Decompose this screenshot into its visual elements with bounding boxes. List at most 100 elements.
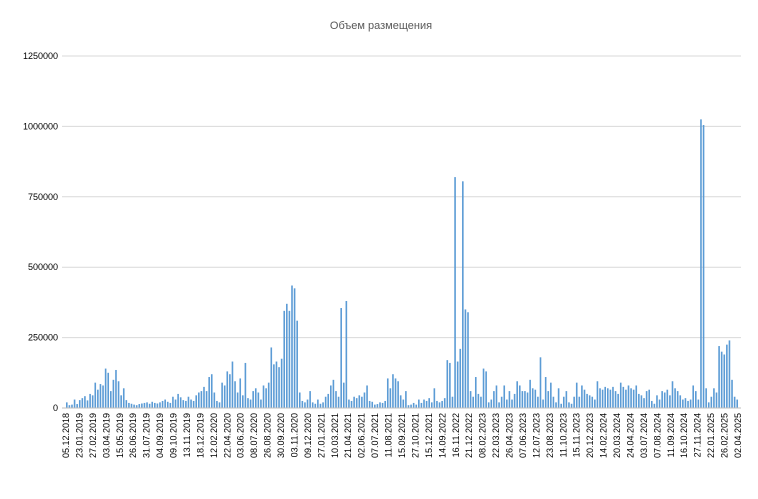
bar: [552, 396, 555, 408]
bar: [643, 398, 645, 408]
bar: [332, 379, 335, 408]
bar: [86, 400, 89, 408]
bar: [539, 357, 542, 408]
x-tick-label: 21.04.2021: [343, 413, 353, 458]
bar: [135, 405, 138, 408]
x-tick-label: 27.10.2021: [410, 413, 420, 458]
bar: [521, 391, 524, 408]
bar: [177, 393, 179, 408]
bar: [273, 364, 275, 408]
bar: [689, 399, 692, 408]
bar: [280, 358, 283, 408]
x-tick-label: 23.01.2019: [74, 413, 84, 458]
bar: [399, 395, 402, 408]
bar: [604, 386, 606, 408]
bar: [529, 379, 531, 408]
bar: [430, 402, 433, 408]
bar: [480, 396, 482, 408]
bar: [599, 388, 601, 408]
bar: [138, 404, 141, 408]
bar: [733, 396, 736, 408]
bar: [122, 388, 125, 408]
bar: [376, 404, 379, 408]
bar: [278, 367, 280, 408]
bar: [309, 391, 311, 408]
x-tick-label: 12.07.2023: [531, 413, 541, 458]
x-tick-label: 09.10.2019: [169, 413, 179, 458]
y-tick-label: 1000000: [23, 121, 58, 131]
bar: [531, 388, 534, 408]
bar: [374, 404, 376, 408]
bar: [324, 396, 327, 408]
bar: [682, 399, 684, 408]
bar: [203, 386, 205, 408]
bar: [495, 385, 498, 408]
bar: [472, 396, 474, 408]
bar: [392, 374, 394, 408]
x-tick-label: 31.07.2019: [142, 413, 152, 458]
bar: [692, 385, 695, 408]
bar: [498, 402, 500, 408]
x-tick-label: 16.11.2022: [451, 413, 461, 457]
x-tick-label: 03.11.2020: [289, 413, 299, 457]
bar: [490, 399, 493, 408]
bar: [381, 402, 384, 408]
x-tick-label: 03.04.2019: [101, 413, 111, 458]
bar: [526, 392, 529, 408]
bar: [151, 401, 154, 408]
bar: [187, 396, 190, 408]
bar: [707, 402, 710, 408]
bar: [192, 400, 195, 408]
x-tick-label: 11.08.2021: [384, 413, 394, 457]
bar: [335, 391, 337, 408]
bar: [311, 402, 314, 408]
bar: [146, 402, 148, 408]
bar: [205, 391, 208, 408]
x-tick-label: 16.10.2024: [679, 413, 689, 458]
x-tick-label: 30.09.2020: [276, 413, 286, 458]
bar: [477, 393, 480, 408]
bar: [236, 392, 239, 408]
bar: [653, 403, 656, 408]
bar: [386, 378, 389, 408]
x-tick-label: 23.08.2023: [545, 413, 555, 458]
x-tick-label: 26.08.2020: [263, 413, 273, 458]
bar: [286, 303, 288, 408]
bar: [731, 379, 733, 408]
bar: [625, 389, 627, 408]
x-tick-label: 03.06.2020: [236, 413, 246, 458]
bar: [640, 395, 643, 408]
x-tick-label: 13.11.2019: [182, 413, 192, 457]
bar: [254, 388, 257, 408]
x-tick-label: 24.04.2024: [625, 413, 635, 458]
bar: [606, 388, 609, 408]
bar: [622, 386, 625, 408]
y-tick-label: 500000: [28, 262, 58, 272]
bar: [361, 396, 363, 408]
bar: [407, 405, 410, 408]
bar: [596, 381, 599, 408]
y-axis-ticks: 0 250000 500000 750000 1000000 1250000: [23, 51, 58, 413]
bar: [231, 361, 234, 408]
bar: [133, 404, 135, 408]
bar: [174, 399, 177, 408]
bar: [81, 398, 84, 408]
bar: [262, 385, 265, 408]
bar: [658, 399, 661, 408]
bar: [252, 391, 254, 408]
bar: [508, 391, 511, 408]
bar: [503, 385, 506, 408]
x-tick-label: 22.01.2025: [706, 413, 716, 458]
bar: [71, 404, 73, 408]
x-tick-label: 15.05.2019: [115, 413, 125, 458]
bar: [638, 393, 640, 408]
x-tick-label: 15.11.2023: [572, 413, 582, 457]
bar: [630, 388, 632, 408]
bar: [84, 396, 86, 408]
bar: [485, 371, 487, 408]
bar: [319, 403, 322, 408]
bar: [666, 389, 669, 408]
bar: [257, 392, 260, 408]
x-tick-label: 07.06.2023: [518, 413, 528, 458]
bar: [565, 391, 568, 408]
